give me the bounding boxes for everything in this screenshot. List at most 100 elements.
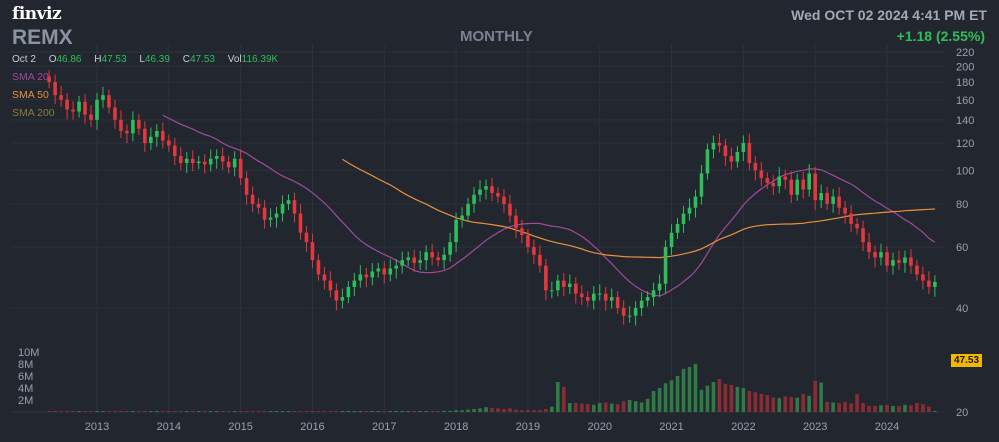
candle: [490, 177, 494, 202]
volume-bar: [460, 410, 464, 412]
candle: [609, 288, 614, 309]
candle: [879, 243, 883, 266]
candle-body: [83, 101, 87, 115]
candle-body: [705, 149, 710, 174]
candle-body: [496, 193, 500, 197]
volume-bar: [837, 403, 841, 412]
time-tick-label: 2013: [85, 421, 109, 433]
candle-body: [843, 207, 847, 214]
candle-body: [568, 283, 572, 287]
time-axis-labels: 2013 2014 2015 2016 2017 2018 2019 2020 2021 2022…: [85, 421, 899, 433]
volume-bar: [663, 383, 668, 412]
sma-20-legend[interactable]: SMA 20: [12, 71, 49, 83]
candle: [400, 251, 405, 274]
candle-body: [627, 315, 632, 317]
volume-bar: [556, 382, 560, 412]
volume-bar: [478, 408, 482, 412]
candle: [633, 301, 638, 326]
volume-bar: [244, 411, 249, 412]
candle: [161, 122, 165, 149]
candle-body: [807, 173, 811, 190]
volume-bar: [448, 410, 452, 412]
candle-body: [119, 119, 123, 131]
candle: [502, 188, 506, 213]
volume-bar: [442, 410, 446, 412]
candle-body: [861, 228, 865, 243]
candle-body: [340, 297, 345, 301]
finviz-logo[interactable]: finviz: [12, 4, 62, 24]
candle-body: [214, 156, 219, 159]
candle-body: [394, 265, 399, 269]
volume-bar: [627, 400, 632, 412]
sma-50-legend[interactable]: SMA 50: [12, 89, 49, 101]
candle: [125, 124, 129, 144]
candle-body: [711, 143, 716, 150]
candle: [274, 206, 279, 228]
candle-body: [478, 189, 482, 195]
candle: [268, 208, 273, 227]
candle-body: [244, 178, 249, 195]
volume-bar: [496, 408, 500, 412]
candle: [95, 93, 99, 130]
candle: [208, 149, 213, 172]
sma-200-period: 200: [37, 107, 55, 119]
candle: [603, 286, 608, 311]
candle-body: [364, 274, 369, 278]
ohlc-readout: Oct 2 O46.86 H47.53 L46.39 C47.53 Vol116…: [12, 54, 278, 65]
candle: [71, 101, 75, 120]
volume-bar: [202, 411, 207, 412]
volume-bar: [214, 411, 219, 412]
candle: [196, 155, 201, 170]
sma-200-legend[interactable]: SMA 200: [12, 107, 55, 119]
volume-bar: [256, 411, 261, 412]
candle-body: [933, 282, 937, 287]
volume-bar: [53, 411, 57, 412]
volume-bar: [711, 382, 716, 412]
candle: [328, 271, 333, 298]
candle: [669, 224, 674, 256]
candle: [568, 274, 572, 295]
candle: [579, 285, 584, 306]
candle-body: [753, 163, 758, 171]
candle: [190, 150, 195, 172]
candle: [855, 218, 859, 235]
volume-bar: [59, 411, 63, 412]
candle: [562, 272, 566, 296]
candle-body: [621, 307, 626, 316]
volume-bar: [232, 411, 237, 412]
candle: [496, 187, 500, 203]
last-price-tag: 47.53: [951, 354, 983, 367]
candle: [101, 86, 105, 108]
volume-bar: [418, 411, 422, 412]
candle-body: [867, 242, 871, 253]
volume-bar: [226, 411, 231, 412]
candle-body: [173, 145, 177, 157]
candle-body: [346, 286, 351, 298]
price-tick-label: 200: [956, 61, 974, 73]
candlesticks: [47, 70, 937, 326]
candle-body: [208, 158, 213, 165]
candle-body: [274, 213, 279, 218]
candle: [137, 113, 141, 135]
volume-bar: [933, 411, 937, 412]
volume-bar: [705, 385, 710, 412]
price-tick-label: 120: [956, 138, 974, 150]
volume-bar: [268, 411, 273, 412]
candle: [789, 171, 794, 203]
candle-body: [155, 130, 159, 137]
candle: [729, 147, 734, 170]
volume-bar: [813, 380, 817, 412]
candle: [705, 143, 710, 180]
volume-bar: [585, 404, 590, 412]
volume-bar: [77, 411, 81, 412]
candle: [891, 252, 895, 275]
candle-body: [448, 242, 452, 255]
candle-body: [520, 228, 524, 236]
volume-bar: [729, 385, 734, 412]
high-label: H: [94, 54, 102, 65]
open-label: O: [48, 54, 57, 65]
candle-body: [442, 254, 446, 261]
volume-bar: [490, 407, 494, 412]
